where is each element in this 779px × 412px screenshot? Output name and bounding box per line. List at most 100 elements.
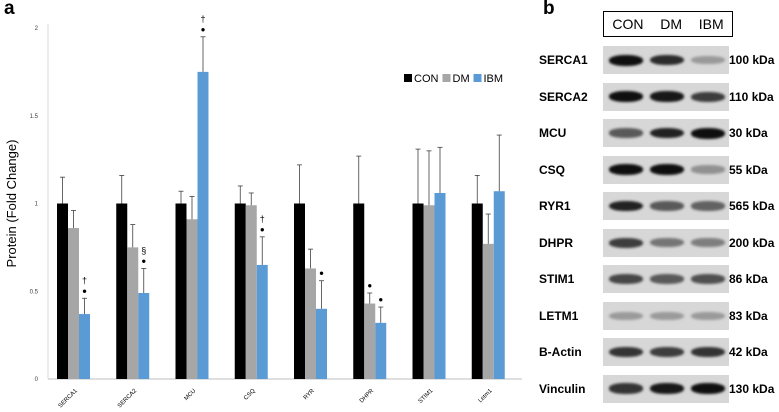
bar-con-stim1	[412, 203, 424, 379]
blot-band-letm1-con	[609, 311, 643, 320]
blot-band-b-actin-con	[609, 346, 643, 358]
blot-strip-mcu	[603, 119, 729, 147]
bar-con-ryr	[294, 203, 305, 379]
blot-kda-csq: 55 kDa	[729, 162, 768, 177]
blot-label-b-actin: B-Actin	[539, 345, 582, 359]
blot-strip-vinculin	[603, 374, 729, 403]
blot-band-mcu-dm	[650, 127, 684, 139]
blot-band-dhpr-ibm	[691, 238, 725, 247]
y-tick-label: 1.5	[30, 114, 39, 120]
y-tick-label: 0	[35, 377, 39, 383]
bar-ibm-csq	[256, 264, 268, 379]
western-blot-panel: b CON DM IBM SERCA1 100 kDa SERCA2 110 kDa M…	[533, 0, 779, 412]
blot-band-vinculin-con	[609, 383, 643, 394]
legend-label-dm: DM	[453, 73, 470, 85]
blot-band-csq-ibm	[691, 165, 725, 174]
bar-dm-letm1	[482, 243, 494, 379]
blot-band-b-actin-dm	[650, 347, 684, 357]
blot-label-stim1: STIM1	[539, 272, 575, 286]
blot-band-stim1-con	[609, 274, 643, 284]
legend-swatch-dm	[442, 74, 451, 82]
blot-kda-ryr1: 565 kDa	[729, 199, 775, 213]
blot-strip-letm1	[603, 301, 729, 330]
x-tick-label-ryr: RYR	[303, 388, 317, 402]
blot-band-serca1-ibm	[691, 56, 725, 64]
blot-kda-b-actin: 42 kDa	[729, 345, 768, 359]
blot-band-mcu-ibm	[691, 127, 725, 139]
blot-kda-letm1: 83 kDa	[729, 308, 768, 323]
bar-ibm-serca2	[138, 293, 150, 379]
legend-label-ibm: IBM	[484, 73, 504, 85]
bar-chart: 0 0.5 1 1.5 2 Protein (Fold Change) SERCA1 SERC…	[4, 14, 522, 410]
bar-dm-serca2	[127, 247, 139, 379]
significance-marker-serca1-ibm: ●	[82, 286, 87, 295]
bar-dm-stim1	[423, 205, 435, 379]
panel-b-letter: b	[543, 0, 555, 19]
bar-con-csq	[234, 203, 246, 379]
legend-swatch-ibm	[473, 74, 482, 82]
blot-strip-ryr1	[603, 192, 729, 220]
bar-con-serca2	[116, 203, 128, 379]
lane-label-con: CON	[612, 16, 644, 32]
blot-strip-serca2	[603, 82, 729, 111]
panel-a-letter: a	[4, 0, 15, 19]
bar-ibm-serca1	[79, 314, 90, 379]
blot-band-vinculin-ibm	[691, 383, 725, 394]
blot-band-letm1-ibm	[691, 311, 725, 320]
blot-label-serca2: SERCA2	[539, 89, 588, 104]
bar-ibm-letm1	[493, 191, 505, 379]
significance-marker-csq-ibm: †	[260, 214, 265, 224]
x-tick-label-serca1: SERCA1	[58, 388, 80, 410]
blot-kda-vinculin: 130 kDa	[729, 381, 775, 396]
bar-dm-csq	[245, 205, 257, 379]
y-tick-label: 2	[35, 26, 39, 32]
bar-con-letm1	[471, 203, 483, 379]
blot-strip-dhpr	[603, 228, 729, 257]
blot-band-stim1-dm	[650, 274, 684, 284]
y-tick-label: 0.5	[30, 289, 39, 295]
blot-band-serca2-con	[609, 91, 643, 102]
significance-marker-serca2-ibm: §	[141, 245, 146, 255]
blot-label-csq: CSQ	[539, 162, 566, 177]
significance-marker-serca2-ibm: ●	[141, 256, 146, 265]
significance-marker-mcu-ibm: †	[200, 14, 205, 24]
significance-marker-csq-ibm: ●	[260, 225, 265, 234]
significance-marker-dhpr-dm: ●	[367, 281, 372, 290]
blot-band-serca1-dm	[650, 54, 684, 66]
blot-band-serca1-con	[609, 54, 643, 66]
bar-con-dhpr	[353, 203, 365, 379]
lane-header: CON DM IBM	[603, 11, 733, 37]
bar-ibm-mcu	[197, 71, 209, 379]
significance-marker-mcu-ibm: ●	[201, 25, 206, 34]
blot-strip-serca1	[603, 46, 729, 74]
blot-kda-dhpr: 200 kDa	[729, 235, 775, 250]
bar-con-mcu	[175, 203, 187, 379]
blot-band-serca2-dm	[650, 91, 684, 102]
blot-band-vinculin-dm	[650, 383, 684, 394]
blot-strip-b-actin	[603, 338, 729, 366]
bar-ibm-dhpr	[375, 322, 387, 379]
y-axis-title: Protein (Fold Change)	[4, 140, 19, 268]
blot-band-csq-con	[609, 164, 643, 175]
blot-band-dhpr-dm	[650, 238, 684, 247]
blot-band-letm1-dm	[650, 311, 684, 320]
blot-label-mcu: MCU	[539, 126, 567, 140]
blot-label-vinculin: Vinculin	[539, 381, 586, 396]
bar-con-serca1	[57, 203, 68, 379]
blot-band-csq-dm	[650, 164, 684, 175]
blot-label-dhpr: DHPR	[539, 235, 574, 250]
lane-label-dm: DM	[660, 16, 682, 32]
blot-kda-serca1: 100 kDa	[729, 53, 775, 67]
blot-band-ryr1-dm	[650, 201, 684, 211]
bar-dm-ryr	[305, 268, 316, 379]
significance-marker-ryr-ibm: ●	[319, 269, 324, 278]
bar-ibm-ryr	[316, 308, 327, 379]
x-tick-label-dhpr: DHPR	[359, 388, 376, 405]
x-tick-label-stim1: STIM1	[418, 388, 435, 405]
blot-band-ryr1-ibm	[691, 201, 725, 211]
bar-ibm-stim1	[434, 192, 446, 379]
x-tick-label-mcu: MCU	[184, 388, 198, 402]
x-tick-label-csq: CSQ	[243, 388, 257, 402]
blot-label-serca1: SERCA1	[539, 53, 588, 67]
x-tick-label-letm1: Letm1	[478, 388, 495, 405]
